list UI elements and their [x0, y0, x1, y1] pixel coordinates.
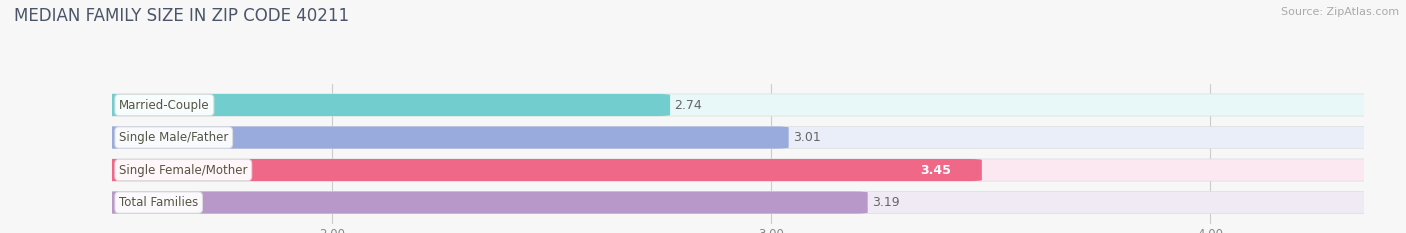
FancyBboxPatch shape — [100, 159, 981, 181]
Text: Single Female/Mother: Single Female/Mother — [120, 164, 247, 177]
Text: Single Male/Father: Single Male/Father — [120, 131, 228, 144]
FancyBboxPatch shape — [100, 127, 1376, 149]
Text: MEDIAN FAMILY SIZE IN ZIP CODE 40211: MEDIAN FAMILY SIZE IN ZIP CODE 40211 — [14, 7, 349, 25]
FancyBboxPatch shape — [100, 192, 868, 214]
FancyBboxPatch shape — [100, 94, 1376, 116]
Text: 3.19: 3.19 — [872, 196, 900, 209]
FancyBboxPatch shape — [100, 94, 671, 116]
FancyBboxPatch shape — [100, 159, 1376, 181]
Text: Total Families: Total Families — [120, 196, 198, 209]
Text: Source: ZipAtlas.com: Source: ZipAtlas.com — [1281, 7, 1399, 17]
FancyBboxPatch shape — [100, 127, 789, 149]
Text: 2.74: 2.74 — [675, 99, 702, 112]
FancyBboxPatch shape — [100, 192, 1376, 214]
Text: 3.01: 3.01 — [793, 131, 821, 144]
Text: 3.45: 3.45 — [920, 164, 950, 177]
Text: Married-Couple: Married-Couple — [120, 99, 209, 112]
